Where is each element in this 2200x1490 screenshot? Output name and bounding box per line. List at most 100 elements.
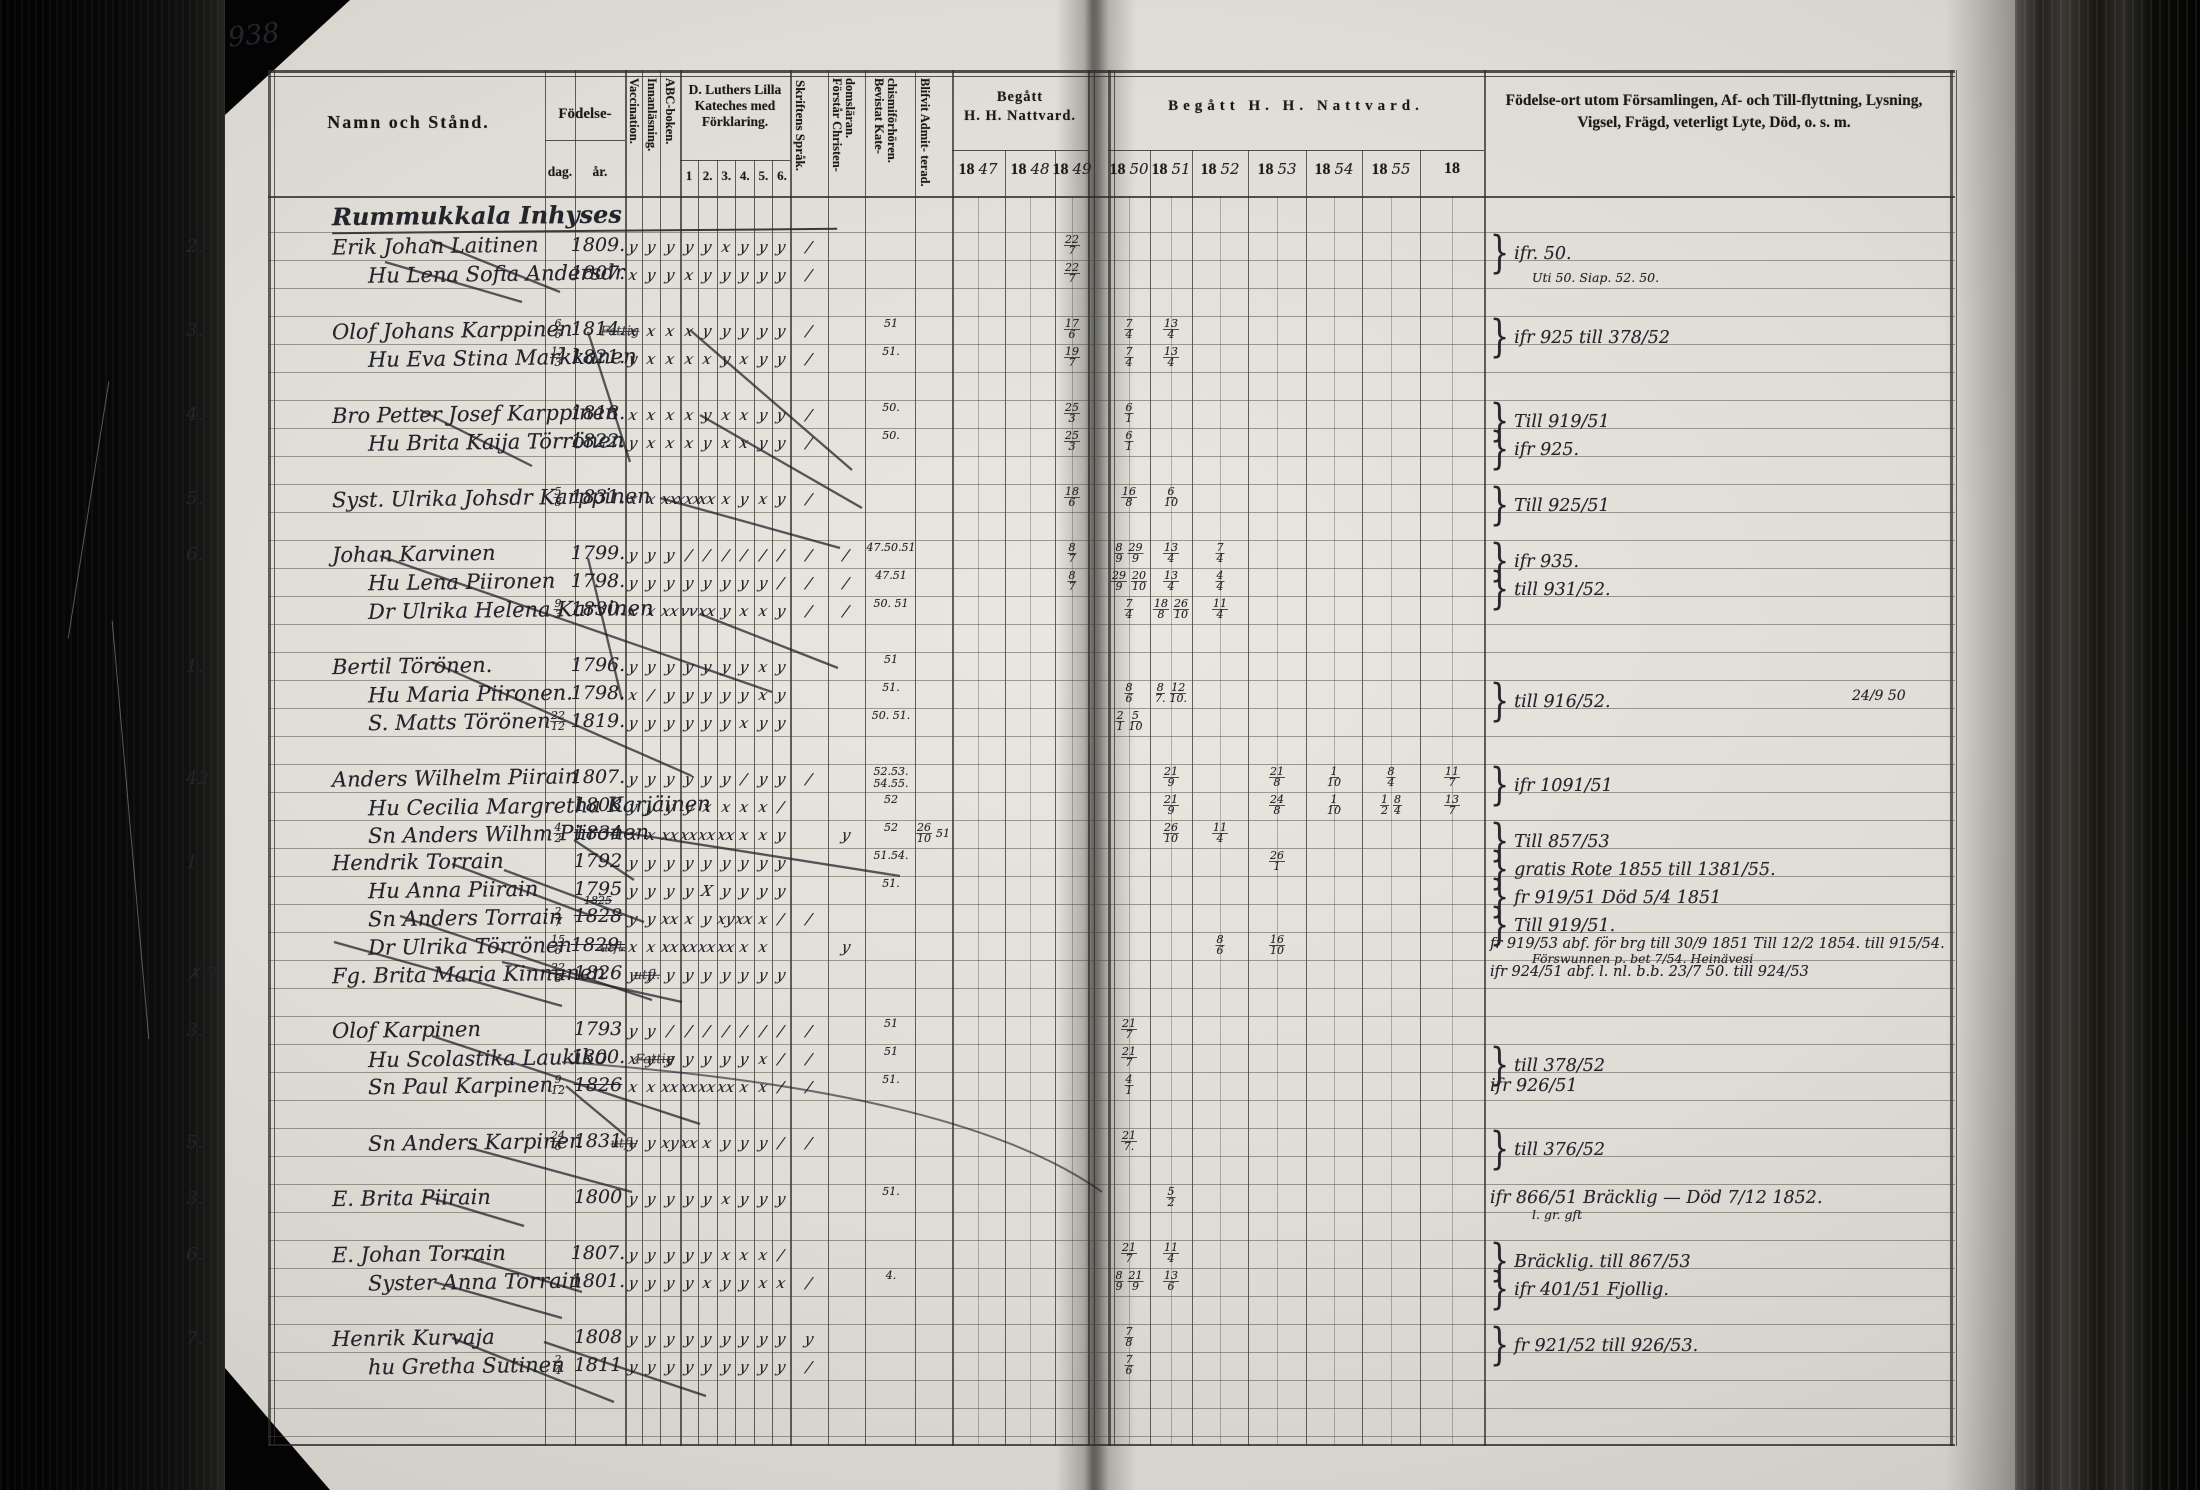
date-fraction: 21 7 <box>1121 1017 1137 1041</box>
person-name: Hendrik Torrain <box>331 848 504 876</box>
communion-date: 22 7 <box>1062 262 1082 284</box>
margin-note: } Till 919/51. <box>1490 900 1616 951</box>
margin-note: } till 931/52. <box>1490 564 1611 615</box>
margin-note: } gratis Rote 1855 till 1381/55. <box>1490 844 1776 895</box>
column-line <box>865 70 867 1446</box>
year-header: 18 49 <box>1052 160 1092 178</box>
ruling-line <box>268 1016 1955 1017</box>
person-name: Hu Lena Piironen <box>367 568 556 596</box>
date-fraction: 17 3 <box>550 345 566 369</box>
column-line <box>828 70 830 1446</box>
margin-note: ifr 926/51 <box>1490 1076 1578 1096</box>
catechism-col-number: 6. <box>777 168 787 183</box>
communion-date: 8 7. 12 10. <box>1153 681 1189 705</box>
column-line <box>952 70 954 1446</box>
date-fraction: 11 7 <box>1444 765 1460 789</box>
year-header: 18 54 <box>1314 160 1354 178</box>
ruling-line <box>268 1128 1955 1129</box>
birth-year: 1829. <box>570 934 626 956</box>
ruling-line <box>268 1072 1955 1073</box>
ruling-line <box>268 512 1955 513</box>
date-text: 51 <box>936 827 950 840</box>
ruling-line <box>268 400 1955 401</box>
date-fraction: 22 7 <box>1064 233 1080 257</box>
ruling-line <box>268 596 1955 597</box>
person-name: Erik Johan Laitinen <box>331 232 539 260</box>
ruling-line <box>268 456 1955 457</box>
attended-years: 51. <box>882 1073 900 1086</box>
birth-year: 1809. <box>570 234 626 256</box>
margin-note-right: 24/9 50 <box>1852 688 1906 704</box>
ruling-line <box>268 1352 1955 1353</box>
attended-years: 51. <box>882 877 900 890</box>
row-number: 7. <box>186 1328 204 1349</box>
communion-left-line2: H. H. Nattvard. <box>963 108 1077 124</box>
column-half-line <box>1391 196 1392 1446</box>
col-header-birth-day: dag. <box>547 164 573 179</box>
date-fraction: 13 4 <box>1163 541 1179 565</box>
ruling-line <box>268 1184 1955 1185</box>
date-fraction: 16 8 <box>1121 485 1137 509</box>
border-line <box>268 76 1955 77</box>
communion-date: 13 7 <box>1442 794 1462 816</box>
communion-date: 1 10 <box>1325 766 1343 788</box>
communion-date: 21 9 <box>1161 766 1181 788</box>
ruling-line <box>268 1436 1955 1437</box>
border-line <box>680 160 790 161</box>
birth-year: 1807. <box>570 766 626 788</box>
row-number: 5. <box>186 488 204 509</box>
date-fraction: 18 6 <box>1064 485 1080 509</box>
date-fraction: 8 7. <box>1155 681 1166 705</box>
ruling-line <box>268 708 1955 709</box>
birth-year: 1800. <box>570 1046 626 1068</box>
margin-note: } till 378/52 <box>1490 1040 1606 1091</box>
ruling-line <box>268 1380 1955 1381</box>
row-number: 3. <box>186 1188 204 1209</box>
attended-years: 52 <box>884 821 898 834</box>
year-header: 18 <box>1444 160 1460 177</box>
ruling-line <box>268 484 1955 485</box>
attended-years: 47.50.51 <box>866 541 916 554</box>
date-fraction: 21 7. <box>1121 1129 1137 1153</box>
catechism-col-number: 1 <box>685 168 693 183</box>
attended-years: 51. <box>882 1185 900 1198</box>
birth-year: 1818. <box>570 402 626 424</box>
communion-date: 13 4 <box>1161 570 1181 592</box>
column-half-line <box>1334 196 1335 1446</box>
communion-date: 29 9 20 10 <box>1109 570 1149 592</box>
margin-note: } till 916/52. <box>1490 676 1611 727</box>
column-line <box>1094 70 1095 1446</box>
attended-years: 50. 51. <box>871 709 911 722</box>
column-line <box>268 70 271 1446</box>
birth-year: 1798. <box>570 682 626 704</box>
person-name: Hu Maria Piironen. <box>367 680 574 708</box>
column-half-line <box>978 196 979 1446</box>
catechism-col-number: 4. <box>739 168 750 183</box>
birth-year: 1811 <box>573 1354 623 1376</box>
attended-years: 52 <box>884 793 898 806</box>
attended-years: 4. <box>885 1269 897 1282</box>
date-fraction: 5 10 <box>1128 709 1143 733</box>
communion-date: 13 4 <box>1161 318 1181 340</box>
row-number: ✗ 7. <box>186 964 224 985</box>
col-header-communion-left: Begått H. H. Nattvard. <box>952 88 1088 126</box>
date-fraction: 11 4 <box>1212 821 1228 845</box>
col-header-admitted: Blifvit Admit- terad. <box>918 78 932 187</box>
